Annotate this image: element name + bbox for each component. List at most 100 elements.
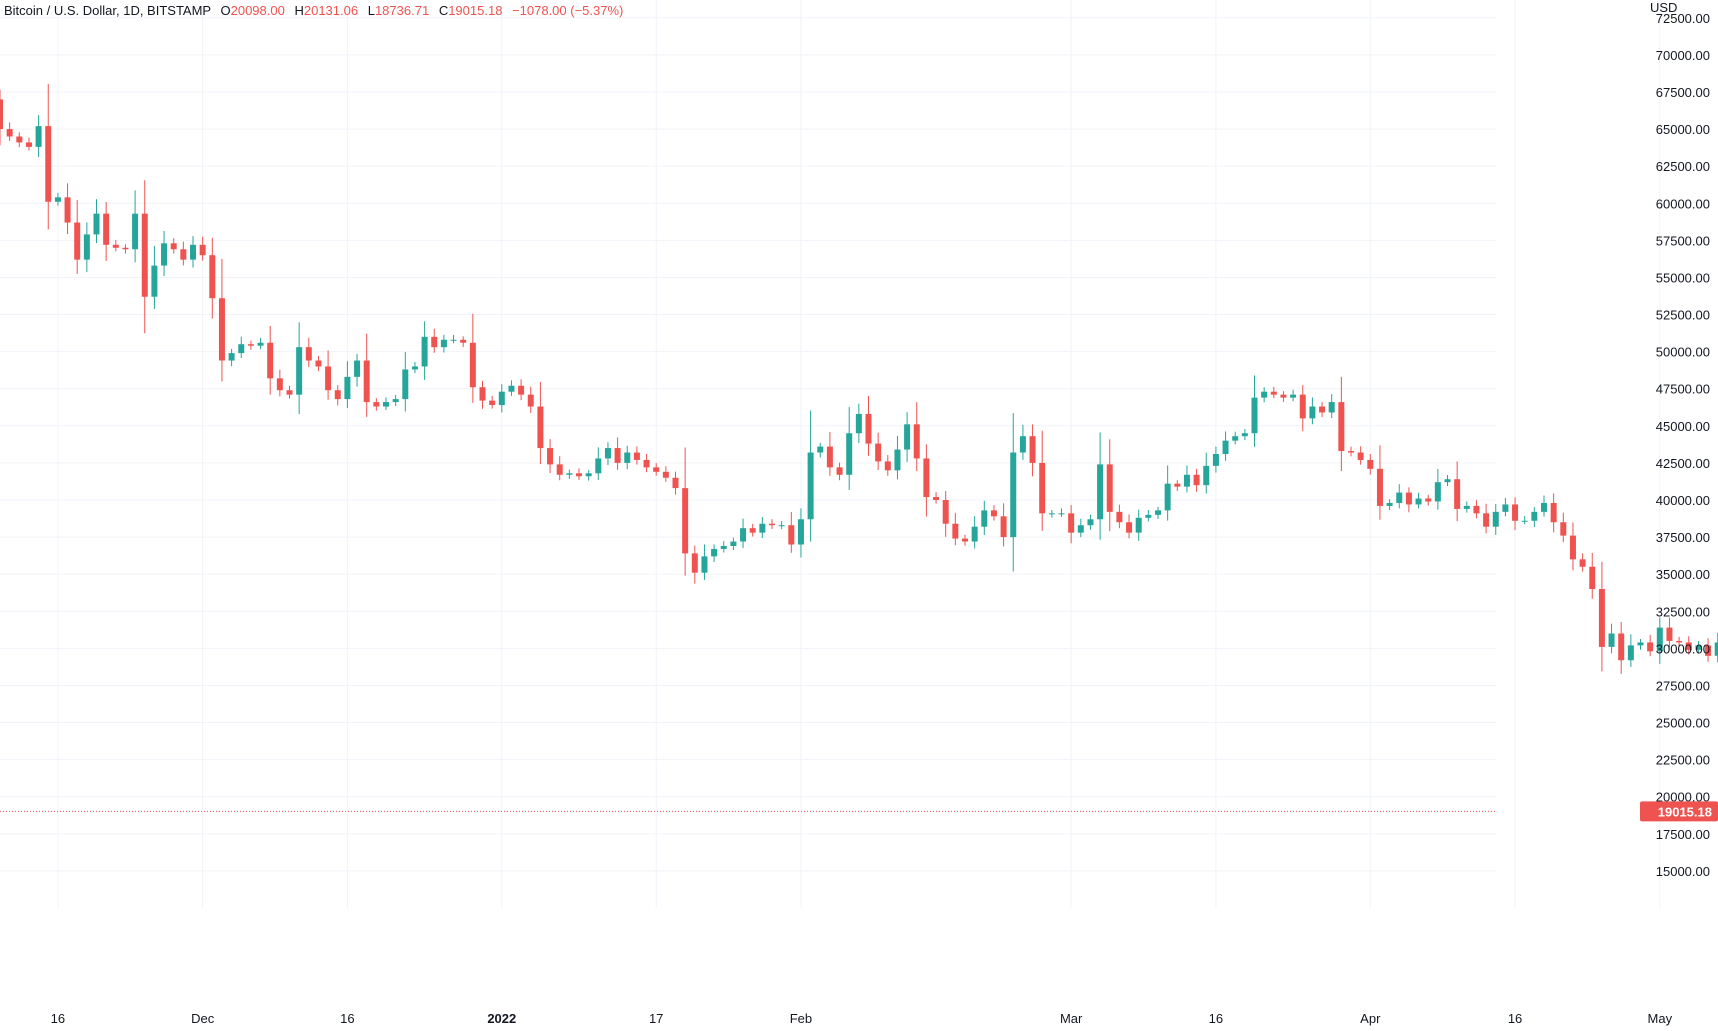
candle-body <box>1550 502 1557 523</box>
candle-body <box>132 213 139 250</box>
candle-body <box>952 523 959 539</box>
candle-body <box>1656 627 1663 652</box>
candle-body <box>769 523 775 526</box>
candle-body <box>103 213 110 245</box>
price-axis[interactable]: USD 72500.00 70000.00 67500.00 65000.00 6250… <box>1650 0 1710 879</box>
open-label: O <box>220 3 231 18</box>
candle-body <box>122 247 129 250</box>
candle-body <box>469 342 476 388</box>
candle-body <box>682 488 689 554</box>
candle-body <box>1068 513 1075 533</box>
candle-body <box>161 243 168 266</box>
candle-body <box>981 510 988 527</box>
candle-body <box>614 448 621 463</box>
candle-body <box>296 347 303 395</box>
candle-body <box>1531 511 1538 521</box>
candle-body <box>1676 640 1683 643</box>
candle-body <box>1492 511 1499 527</box>
time-tick-label: 17 <box>649 1011 663 1026</box>
candle-body <box>489 400 496 406</box>
candle-body <box>1251 397 1258 434</box>
candle-body <box>1241 433 1248 437</box>
candle-body <box>1000 516 1007 538</box>
candle-body <box>209 255 216 299</box>
candle-body <box>1164 483 1171 511</box>
time-tick-label: Mar <box>1060 1011 1083 1026</box>
candle-body <box>170 243 177 250</box>
candle-body <box>1454 479 1461 509</box>
candle-body <box>778 525 785 527</box>
high-value: 20131.06 <box>303 3 359 18</box>
candle-body <box>913 424 920 459</box>
time-tick-label: Apr <box>1360 1011 1381 1026</box>
candle-body <box>1376 468 1383 506</box>
candle-series <box>0 83 1718 674</box>
candle-body <box>1135 517 1142 533</box>
candle-body <box>836 467 843 475</box>
candle-body <box>54 197 61 202</box>
candle-body <box>595 458 602 474</box>
price-tick-label: 35000.00 <box>1656 567 1710 582</box>
candle-body <box>1212 454 1219 466</box>
candle-body <box>1589 566 1596 590</box>
candle-body <box>334 390 341 400</box>
candle-body <box>1598 589 1605 647</box>
candle-body <box>576 473 582 477</box>
candle-body <box>402 369 409 400</box>
candle-body <box>1126 522 1133 533</box>
candle-body <box>1348 451 1354 453</box>
candle-body <box>247 344 254 346</box>
candle-body <box>112 244 119 248</box>
last-price-label: 19015.18 <box>1658 804 1712 819</box>
candle-body <box>1434 482 1441 502</box>
candle-body <box>1106 464 1113 512</box>
symbol-legend: Bitcoin / U.S. Dollar, 1D, BITSTAMP O200… <box>4 3 623 18</box>
candle-body <box>1618 633 1625 661</box>
symbol-name: Bitcoin / U.S. Dollar, 1D, BITSTAMP <box>4 3 211 18</box>
candle-body <box>363 360 370 403</box>
time-tick-label: 2022 <box>487 1011 516 1026</box>
candle-body <box>257 342 264 346</box>
candle-body <box>267 342 274 379</box>
candle-body <box>1019 436 1026 453</box>
candle-body <box>566 473 573 475</box>
candle-body <box>1116 511 1123 523</box>
candle-body <box>141 213 148 297</box>
price-tick-label: 50000.00 <box>1656 345 1710 360</box>
candle-body <box>431 336 438 348</box>
candle-body <box>1695 645 1702 650</box>
candle-body <box>1338 402 1345 452</box>
candle-body <box>190 244 196 260</box>
price-tick-label: 42500.00 <box>1656 456 1710 471</box>
candle-body <box>1232 436 1239 441</box>
price-tick-label: 20000.00 <box>1656 790 1710 805</box>
candle-body <box>93 213 100 235</box>
candle-body <box>846 433 853 475</box>
candle-body <box>643 459 650 468</box>
candle-body <box>1444 479 1451 483</box>
candle-body <box>1685 642 1692 650</box>
time-axis[interactable]: 16Dec16202217FebMar16Apr16May16Jun16Jul <box>51 1011 1718 1026</box>
candle-body <box>1666 627 1673 641</box>
candle-body <box>344 376 351 400</box>
candle-body <box>74 222 81 260</box>
candle-body <box>238 344 245 354</box>
candle-body <box>1280 394 1287 398</box>
price-tick-label: 65000.00 <box>1656 122 1710 137</box>
time-tick-label: 16 <box>51 1011 65 1026</box>
candle-body <box>180 249 187 260</box>
price-tick-label: 47500.00 <box>1656 382 1710 397</box>
price-tick-label: 62500.00 <box>1656 159 1710 174</box>
candle-body <box>537 406 544 449</box>
price-tick-label: 15000.00 <box>1656 864 1710 879</box>
price-tick-label: 52500.00 <box>1656 308 1710 323</box>
candle-body <box>788 525 795 545</box>
candle-body <box>990 510 997 517</box>
candle-body <box>807 452 814 520</box>
candle-body <box>633 452 640 460</box>
candle-body <box>817 446 824 453</box>
candle-body <box>315 360 322 367</box>
candle-body <box>228 353 235 361</box>
candle-body <box>1714 642 1718 656</box>
